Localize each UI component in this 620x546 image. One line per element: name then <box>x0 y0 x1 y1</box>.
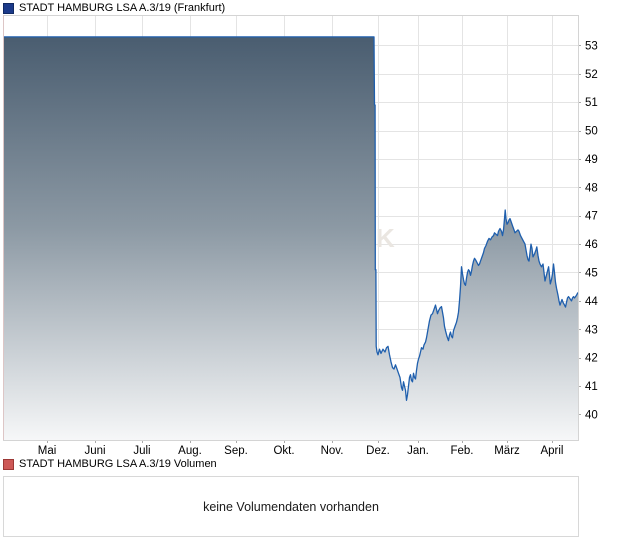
x-axis-tick-label: Juni <box>84 445 105 457</box>
y-axis-tick-label: 46 <box>585 239 598 251</box>
price-legend-swatch-icon <box>3 2 14 14</box>
y-axis-tick-label: 53 <box>585 40 598 52</box>
y-axis-tick-label: 43 <box>585 324 598 336</box>
y-axis-tick-label: 51 <box>585 97 598 109</box>
x-axis-tick-label: März <box>494 445 520 457</box>
price-legend-label: STADT HAMBURG LSA A.3/19 (Frankfurt) <box>19 2 226 14</box>
y-axis-tick-label: 48 <box>585 182 598 194</box>
y-axis-tick-label: 50 <box>585 126 598 138</box>
y-axis-tick-label: 49 <box>585 154 598 166</box>
volume-empty-message: keine Volumendaten vorhanden <box>203 499 379 514</box>
volume-chart-empty-box: keine Volumendaten vorhanden <box>3 476 579 537</box>
watermark-text: K <box>376 223 395 253</box>
y-axis-labels: 53 52 51 50 49 48 47 46 45 44 43 42 41 40 <box>585 40 598 421</box>
x-axis-tick-label: Mai <box>38 445 57 457</box>
volume-legend-swatch-icon <box>3 458 14 470</box>
y-axis-tick-label: 44 <box>585 296 598 308</box>
volume-legend: STADT HAMBURG LSA A.3/19 Volumen <box>3 458 217 470</box>
y-axis-tick-label: 52 <box>585 69 598 81</box>
price-legend: STADT HAMBURG LSA A.3/19 (Frankfurt) <box>3 2 225 14</box>
x-axis-labels: Mai Juni Juli Aug. Sep. Okt. Nov. Dez. Jan. Feb. M… <box>38 445 564 457</box>
x-axis-tick-label: Jan. <box>407 445 429 457</box>
x-axis-tick-label: Okt. <box>273 445 294 457</box>
y-axis-tick-label: 47 <box>585 211 598 223</box>
x-axis-tick-label: Feb. <box>450 445 473 457</box>
x-axis-tick-label: Juli <box>133 445 150 457</box>
x-axis-tick-label: Aug. <box>178 445 202 457</box>
x-axis-tick-label: Nov. <box>321 445 344 457</box>
x-axis-tick-label: Dez. <box>366 445 390 457</box>
volume-legend-label: STADT HAMBURG LSA A.3/19 Volumen <box>19 458 217 470</box>
price-line <box>3 36 579 401</box>
plot-border <box>3 15 579 441</box>
y-axis-tick-label: 45 <box>585 267 598 279</box>
x-axis-tick-label: Sep. <box>224 445 248 457</box>
price-chart[interactable]: K 53 52 51 50 49 48 47 46 45 44 43 42 41 40 Mai Juni Juli… <box>0 0 620 460</box>
x-axis-tick-label: April <box>540 445 563 457</box>
price-area-fill <box>3 36 578 441</box>
y-axis-tick-label: 41 <box>585 381 598 393</box>
y-axis-tick-label: 42 <box>585 353 598 365</box>
y-axis-tick-label: 40 <box>585 409 598 421</box>
price-chart-svg: K 53 52 51 50 49 48 47 46 45 44 43 42 41 40 Mai Juni Juli… <box>3 15 598 457</box>
